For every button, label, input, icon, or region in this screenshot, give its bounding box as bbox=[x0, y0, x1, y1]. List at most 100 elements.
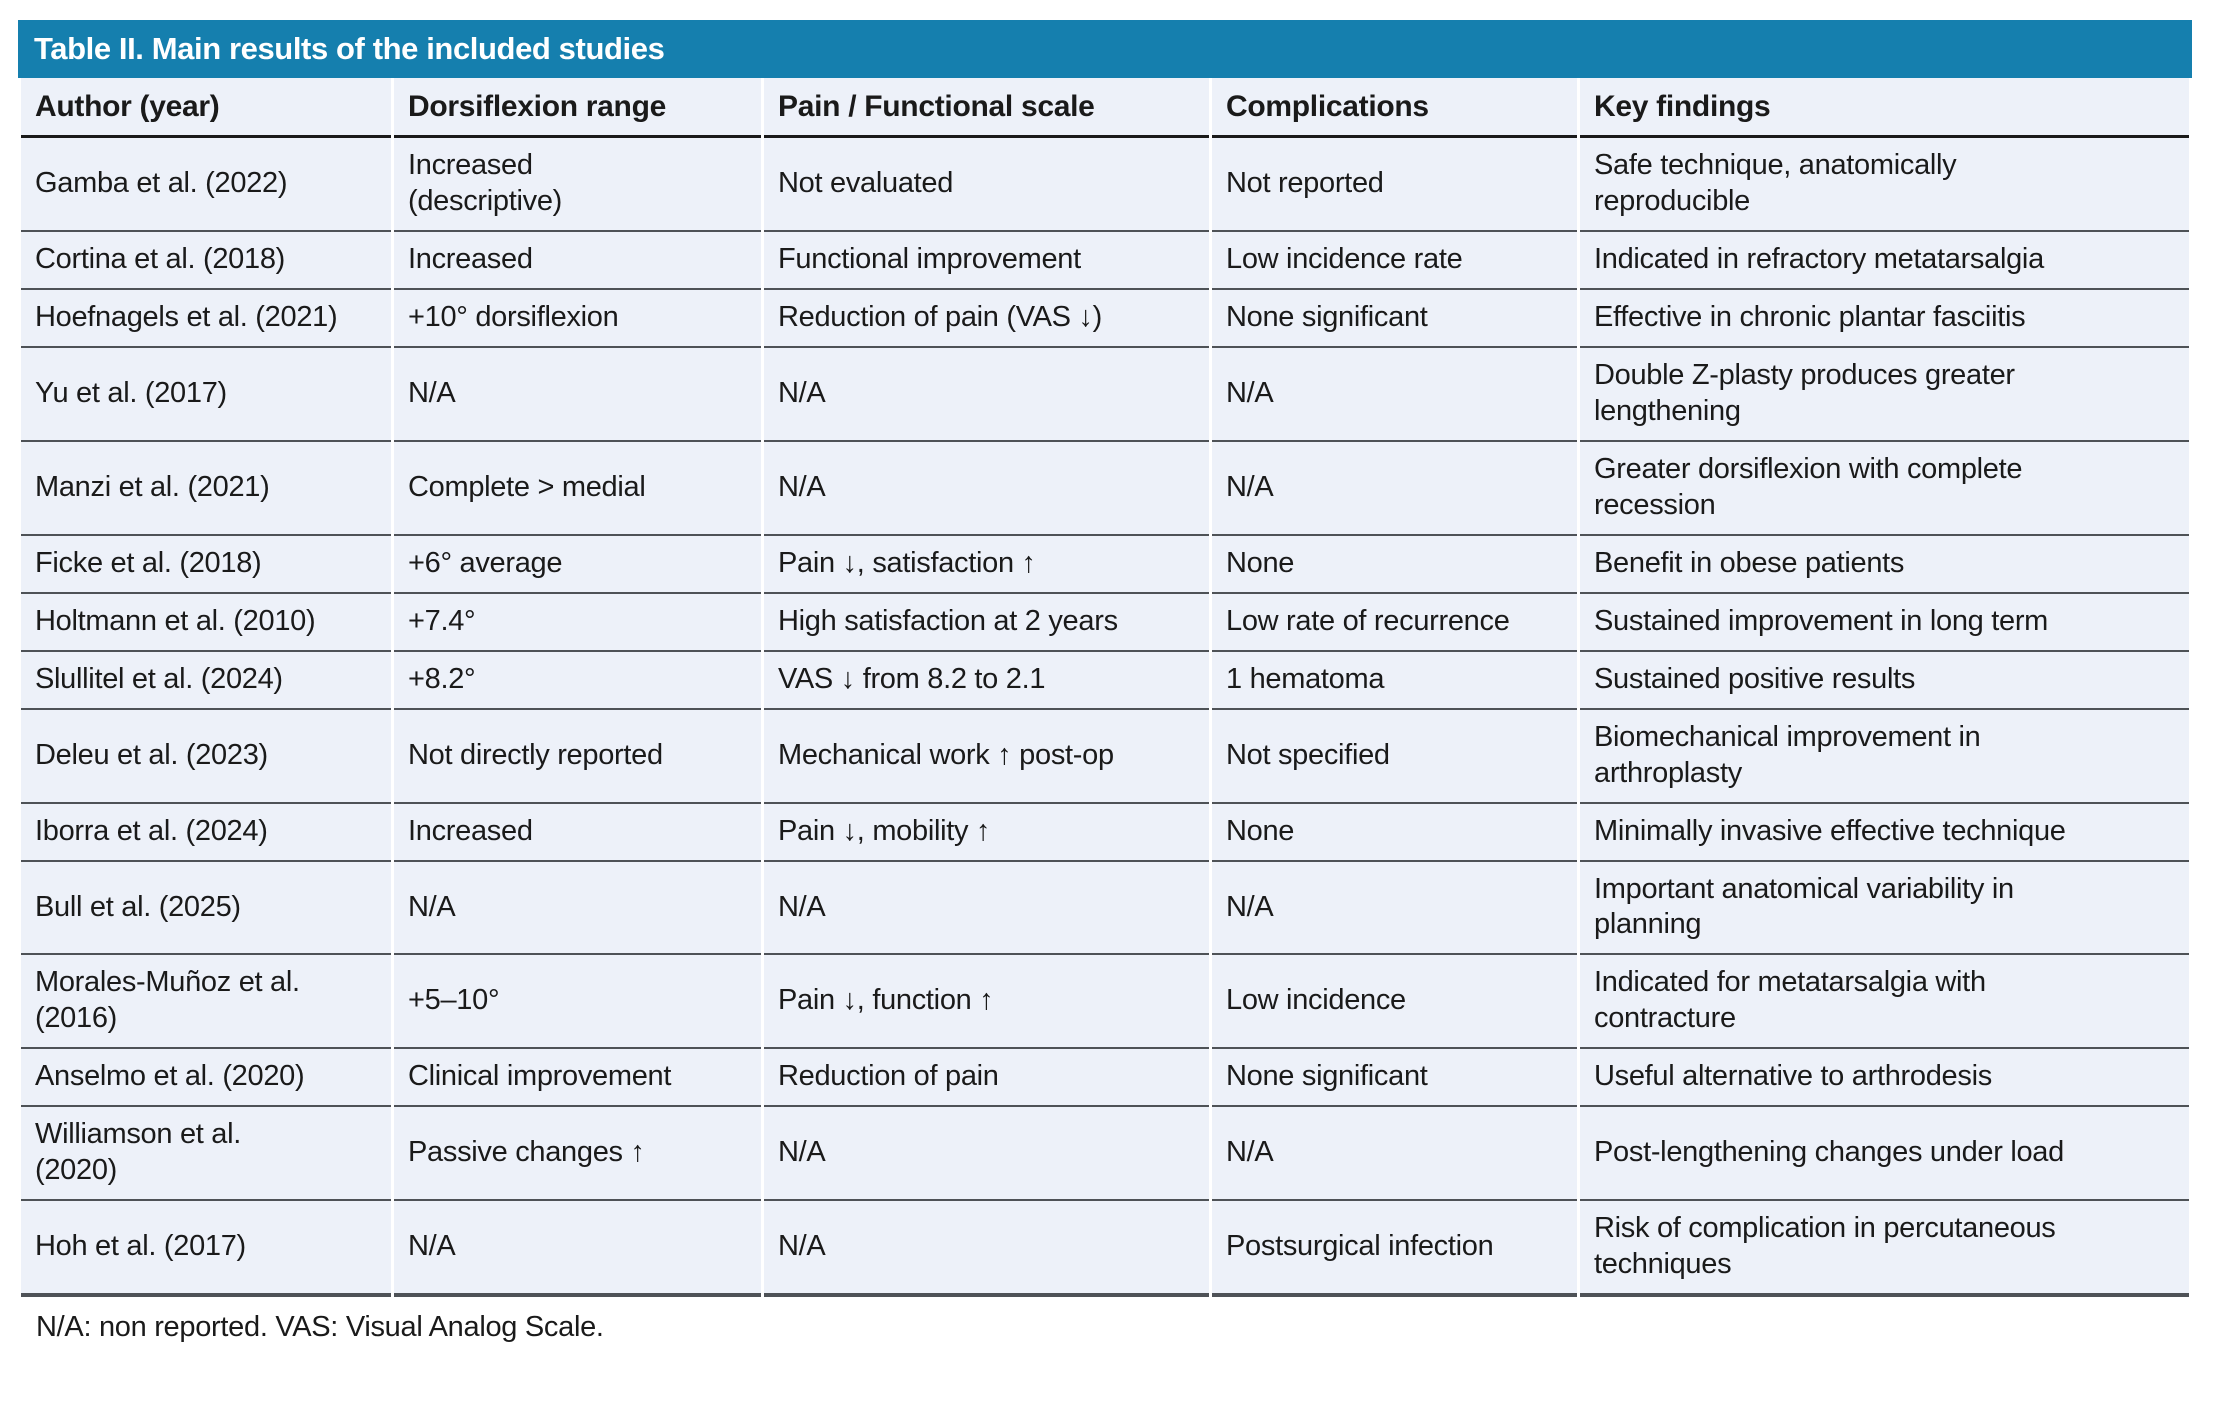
pain-functional-scale-cell: N/A bbox=[764, 348, 1209, 442]
table-row: Hoh et al. (2017) N/A N/A Postsurgical i… bbox=[21, 1201, 2189, 1298]
author-cell: Anselmo et al. (2020) bbox=[21, 1049, 391, 1108]
complications-cell: Low incidence rate bbox=[1212, 232, 1577, 291]
dorsiflexion-range-cell: N/A bbox=[394, 1201, 761, 1298]
dorsiflexion-range-cell: Clinical improvement bbox=[394, 1049, 761, 1108]
author-cell: Slullitel et al. (2024) bbox=[21, 651, 391, 710]
complications-cell: None bbox=[1212, 803, 1577, 862]
key-findings-cell: Safe technique, anatomically reproducibl… bbox=[1580, 138, 2189, 233]
column-header-complications: Complications bbox=[1212, 78, 1577, 139]
table-body: Gamba et al. (2022) Increased (descripti… bbox=[21, 138, 2189, 1298]
pain-functional-scale-cell: Pain ↓, mobility ↑ bbox=[764, 803, 1209, 862]
table-row: Holtmann et al. (2010) +7.4° High satisf… bbox=[21, 593, 2189, 652]
table-row: Hoefnagels et al. (2021) +10° dorsiflexi… bbox=[21, 290, 2189, 348]
complications-cell: None bbox=[1212, 535, 1577, 594]
author-cell: Gamba et al. (2022) bbox=[21, 138, 391, 233]
author-cell: Morales-Muñoz et al. (2016) bbox=[21, 955, 391, 1050]
table-title-bar: Table II. Main results of the included s… bbox=[18, 20, 2192, 78]
dorsiflexion-range-cell: Passive changes ↑ bbox=[394, 1107, 761, 1202]
complications-cell: None significant bbox=[1212, 1049, 1577, 1108]
table-row: Ficke et al. (2018) +6° average Pain ↓, … bbox=[21, 535, 2189, 594]
pain-functional-scale-cell: Pain ↓, function ↑ bbox=[764, 955, 1209, 1050]
table-row: Anselmo et al. (2020) Clinical improveme… bbox=[21, 1049, 2189, 1108]
key-findings-cell: Minimally invasive effective technique bbox=[1580, 803, 2189, 862]
column-header-key-findings: Key findings bbox=[1580, 78, 2189, 139]
table-header-row: Author (year) Dorsiflexion range Pain / … bbox=[21, 78, 2189, 139]
key-findings-cell: Indicated for metatarsalgia with contrac… bbox=[1580, 955, 2189, 1050]
column-header-author: Author (year) bbox=[21, 78, 391, 139]
pain-functional-scale-cell: N/A bbox=[764, 1107, 1209, 1202]
key-findings-cell: Sustained positive results bbox=[1580, 651, 2189, 710]
table-row: Yu et al. (2017) N/A N/A N/A Double Z-pl… bbox=[21, 348, 2189, 442]
table-row: Manzi et al. (2021) Complete > medial N/… bbox=[21, 441, 2189, 536]
dorsiflexion-range-cell: Not directly reported bbox=[394, 709, 761, 804]
key-findings-cell: Post-lengthening changes under load bbox=[1580, 1107, 2189, 1202]
complications-cell: None significant bbox=[1212, 290, 1577, 348]
table-row: Slullitel et al. (2024) +8.2° VAS ↓ from… bbox=[21, 651, 2189, 710]
pain-functional-scale-cell: N/A bbox=[764, 861, 1209, 956]
author-cell: Ficke et al. (2018) bbox=[21, 535, 391, 594]
pain-functional-scale-cell: High satisfaction at 2 years bbox=[764, 593, 1209, 652]
pain-functional-scale-cell: Not evaluated bbox=[764, 138, 1209, 233]
complications-cell: Low incidence bbox=[1212, 955, 1577, 1050]
table-row: Gamba et al. (2022) Increased (descripti… bbox=[21, 138, 2189, 233]
key-findings-cell: Effective in chronic plantar fasciitis bbox=[1580, 290, 2189, 348]
key-findings-cell: Sustained improvement in long term bbox=[1580, 593, 2189, 652]
pain-functional-scale-cell: VAS ↓ from 8.2 to 2.1 bbox=[764, 651, 1209, 710]
table-row: Deleu et al. (2023) Not directly reporte… bbox=[21, 709, 2189, 804]
dorsiflexion-range-cell: Increased (descriptive) bbox=[394, 138, 761, 233]
author-cell: Iborra et al. (2024) bbox=[21, 803, 391, 862]
key-findings-cell: Double Z-plasty produces greater lengthe… bbox=[1580, 348, 2189, 442]
dorsiflexion-range-cell: +5–10° bbox=[394, 955, 761, 1050]
author-cell: Yu et al. (2017) bbox=[21, 348, 391, 442]
complications-cell: Low rate of recurrence bbox=[1212, 593, 1577, 652]
dorsiflexion-range-cell: Increased bbox=[394, 232, 761, 291]
results-table: Author (year) Dorsiflexion range Pain / … bbox=[18, 78, 2192, 1298]
dorsiflexion-range-cell: Complete > medial bbox=[394, 441, 761, 536]
complications-cell: N/A bbox=[1212, 861, 1577, 956]
column-header-pain-functional-scale: Pain / Functional scale bbox=[764, 78, 1209, 139]
pain-functional-scale-cell: Pain ↓, satisfaction ↑ bbox=[764, 535, 1209, 594]
author-cell: Manzi et al. (2021) bbox=[21, 441, 391, 536]
results-table-container: Table II. Main results of the included s… bbox=[18, 20, 2192, 1344]
table-row: Bull et al. (2025) N/A N/A N/A Important… bbox=[21, 861, 2189, 956]
table-footnote: N/A: non reported. VAS: Visual Analog Sc… bbox=[36, 1311, 604, 1344]
pain-functional-scale-cell: N/A bbox=[764, 441, 1209, 536]
dorsiflexion-range-cell: +10° dorsiflexion bbox=[394, 290, 761, 348]
complications-cell: Postsurgical infection bbox=[1212, 1201, 1577, 1298]
column-header-dorsiflexion-range: Dorsiflexion range bbox=[394, 78, 761, 139]
author-cell: Cortina et al. (2018) bbox=[21, 232, 391, 291]
key-findings-cell: Greater dorsiflexion with complete reces… bbox=[1580, 441, 2189, 536]
author-cell: Hoefnagels et al. (2021) bbox=[21, 290, 391, 348]
dorsiflexion-range-cell: N/A bbox=[394, 348, 761, 442]
table-title: Table II. Main results of the included s… bbox=[34, 31, 665, 66]
table-row: Cortina et al. (2018) Increased Function… bbox=[21, 232, 2189, 291]
dorsiflexion-range-cell: +8.2° bbox=[394, 651, 761, 710]
complications-cell: Not reported bbox=[1212, 138, 1577, 233]
complications-cell: N/A bbox=[1212, 1107, 1577, 1202]
author-cell: Bull et al. (2025) bbox=[21, 861, 391, 956]
pain-functional-scale-cell: Functional improvement bbox=[764, 232, 1209, 291]
pain-functional-scale-cell: Reduction of pain (VAS ↓) bbox=[764, 290, 1209, 348]
author-cell: Williamson et al. (2020) bbox=[21, 1107, 391, 1202]
pain-functional-scale-cell: Reduction of pain bbox=[764, 1049, 1209, 1108]
complications-cell: N/A bbox=[1212, 348, 1577, 442]
dorsiflexion-range-cell: N/A bbox=[394, 861, 761, 956]
table-row: Morales-Muñoz et al. (2016) +5–10° Pain … bbox=[21, 955, 2189, 1050]
pain-functional-scale-cell: N/A bbox=[764, 1201, 1209, 1298]
dorsiflexion-range-cell: +7.4° bbox=[394, 593, 761, 652]
dorsiflexion-range-cell: +6° average bbox=[394, 535, 761, 594]
complications-cell: Not specified bbox=[1212, 709, 1577, 804]
table-row: Williamson et al. (2020) Passive changes… bbox=[21, 1107, 2189, 1202]
key-findings-cell: Useful alternative to arthrodesis bbox=[1580, 1049, 2189, 1108]
key-findings-cell: Benefit in obese patients bbox=[1580, 535, 2189, 594]
key-findings-cell: Biomechanical improvement in arthroplast… bbox=[1580, 709, 2189, 804]
key-findings-cell: Important anatomical variability in plan… bbox=[1580, 861, 2189, 956]
complications-cell: N/A bbox=[1212, 441, 1577, 536]
author-cell: Holtmann et al. (2010) bbox=[21, 593, 391, 652]
complications-cell: 1 hematoma bbox=[1212, 651, 1577, 710]
author-cell: Hoh et al. (2017) bbox=[21, 1201, 391, 1298]
key-findings-cell: Risk of complication in percutaneous tec… bbox=[1580, 1201, 2189, 1298]
pain-functional-scale-cell: Mechanical work ↑ post-op bbox=[764, 709, 1209, 804]
author-cell: Deleu et al. (2023) bbox=[21, 709, 391, 804]
key-findings-cell: Indicated in refractory metatarsalgia bbox=[1580, 232, 2189, 291]
